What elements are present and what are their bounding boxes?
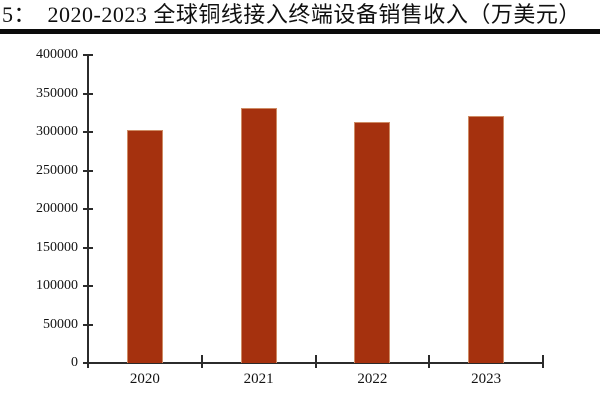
y-axis-tick-label: 50000 xyxy=(43,316,78,332)
x-axis-label-2020: 2020 xyxy=(129,371,160,387)
x-axis-label-2022: 2022 xyxy=(357,371,388,387)
y-axis-tick xyxy=(83,323,93,326)
bar-2021 xyxy=(240,108,277,363)
x-axis-tick xyxy=(314,355,317,368)
bar-2023 xyxy=(468,115,505,363)
y-axis-tick-label: 150000 xyxy=(36,239,78,255)
title-divider-rule xyxy=(0,29,600,34)
y-axis-tick xyxy=(83,54,93,56)
y-axis-tick-label: 350000 xyxy=(36,85,78,101)
figure-title: 5： 2020-2023 全球铜线接入终端设备销售收入（万美元） xyxy=(2,2,581,27)
x-axis-tick xyxy=(428,355,431,368)
x-axis-tick xyxy=(542,355,544,368)
y-axis-tick-label: 100000 xyxy=(36,278,78,293)
y-axis-tick-label: 300000 xyxy=(36,124,78,139)
y-axis-tick-label: 0 xyxy=(71,355,78,370)
x-axis-tick xyxy=(200,355,203,368)
bar-2020 xyxy=(126,129,163,363)
bar-2022 xyxy=(354,121,391,363)
y-axis-tick xyxy=(83,208,93,210)
x-axis-label-2021: 2021 xyxy=(243,371,274,387)
y-axis-tick xyxy=(83,246,93,249)
y-axis-tick xyxy=(83,169,93,172)
y-axis-tick xyxy=(83,92,93,95)
y-axis-tick-label: 400000 xyxy=(36,47,78,62)
x-axis-label-2023: 2023 xyxy=(471,371,502,387)
x-axis-tick xyxy=(87,355,89,368)
y-axis-tick xyxy=(83,131,93,133)
y-axis-tick-label: 250000 xyxy=(36,162,78,178)
y-axis-tick-label: 200000 xyxy=(36,201,78,216)
y-axis-tick xyxy=(83,285,93,287)
